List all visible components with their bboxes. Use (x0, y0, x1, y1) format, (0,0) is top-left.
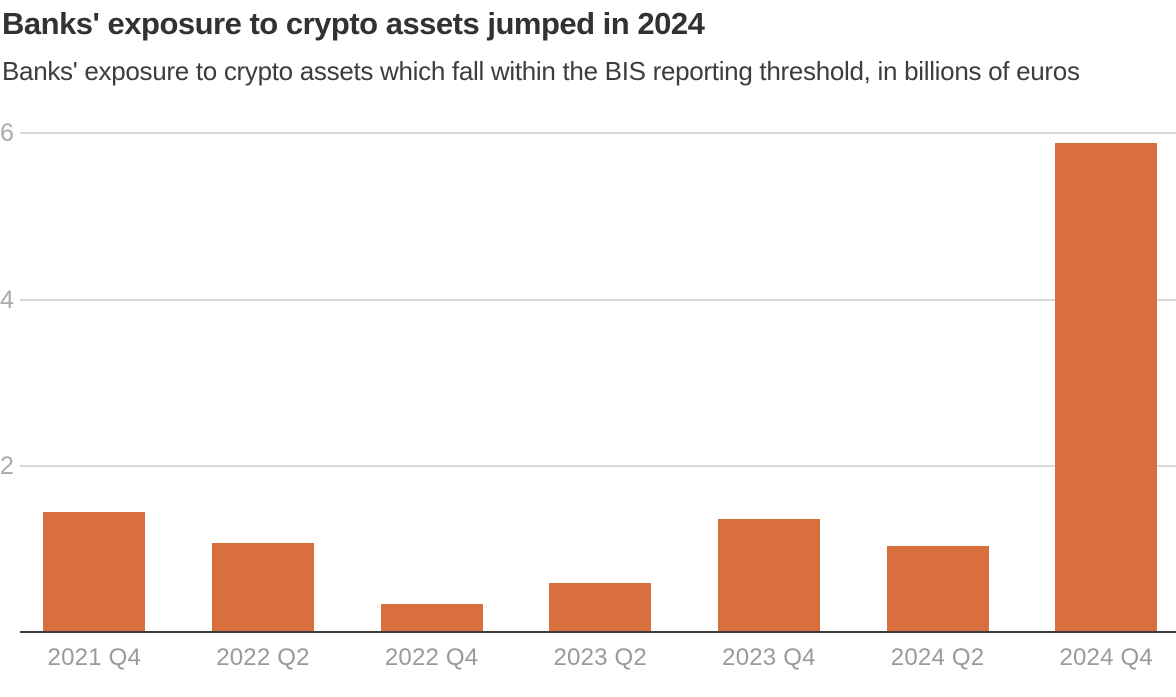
gridline (20, 298, 1176, 301)
bar (886, 546, 989, 632)
x-tick-label: 2022 Q4 (384, 644, 479, 671)
bar (211, 543, 314, 632)
y-tick-label: 6 (0, 119, 14, 148)
gridline (20, 132, 1176, 135)
bar (549, 582, 652, 632)
bar (43, 511, 146, 632)
x-tick-label: 2021 Q4 (47, 644, 142, 671)
y-tick-label: 2 (0, 451, 14, 480)
gridline (20, 464, 1176, 467)
x-axis-line (20, 631, 1176, 633)
x-tick-label: 2023 Q4 (722, 644, 816, 671)
x-tick-label: 2022 Q2 (216, 644, 310, 671)
y-tick-label: 4 (0, 285, 14, 314)
bar (1055, 142, 1158, 632)
chart-subtitle: Banks' exposure to crypto assets which f… (2, 56, 1080, 86)
x-tick-label: 2024 Q4 (1059, 644, 1153, 671)
x-tick-label: 2024 Q2 (890, 644, 985, 671)
chart-title: Banks' exposure to crypto assets jumped … (2, 6, 705, 41)
x-tick-label: 2023 Q2 (553, 644, 647, 671)
bar (717, 518, 820, 632)
bar (380, 603, 483, 632)
